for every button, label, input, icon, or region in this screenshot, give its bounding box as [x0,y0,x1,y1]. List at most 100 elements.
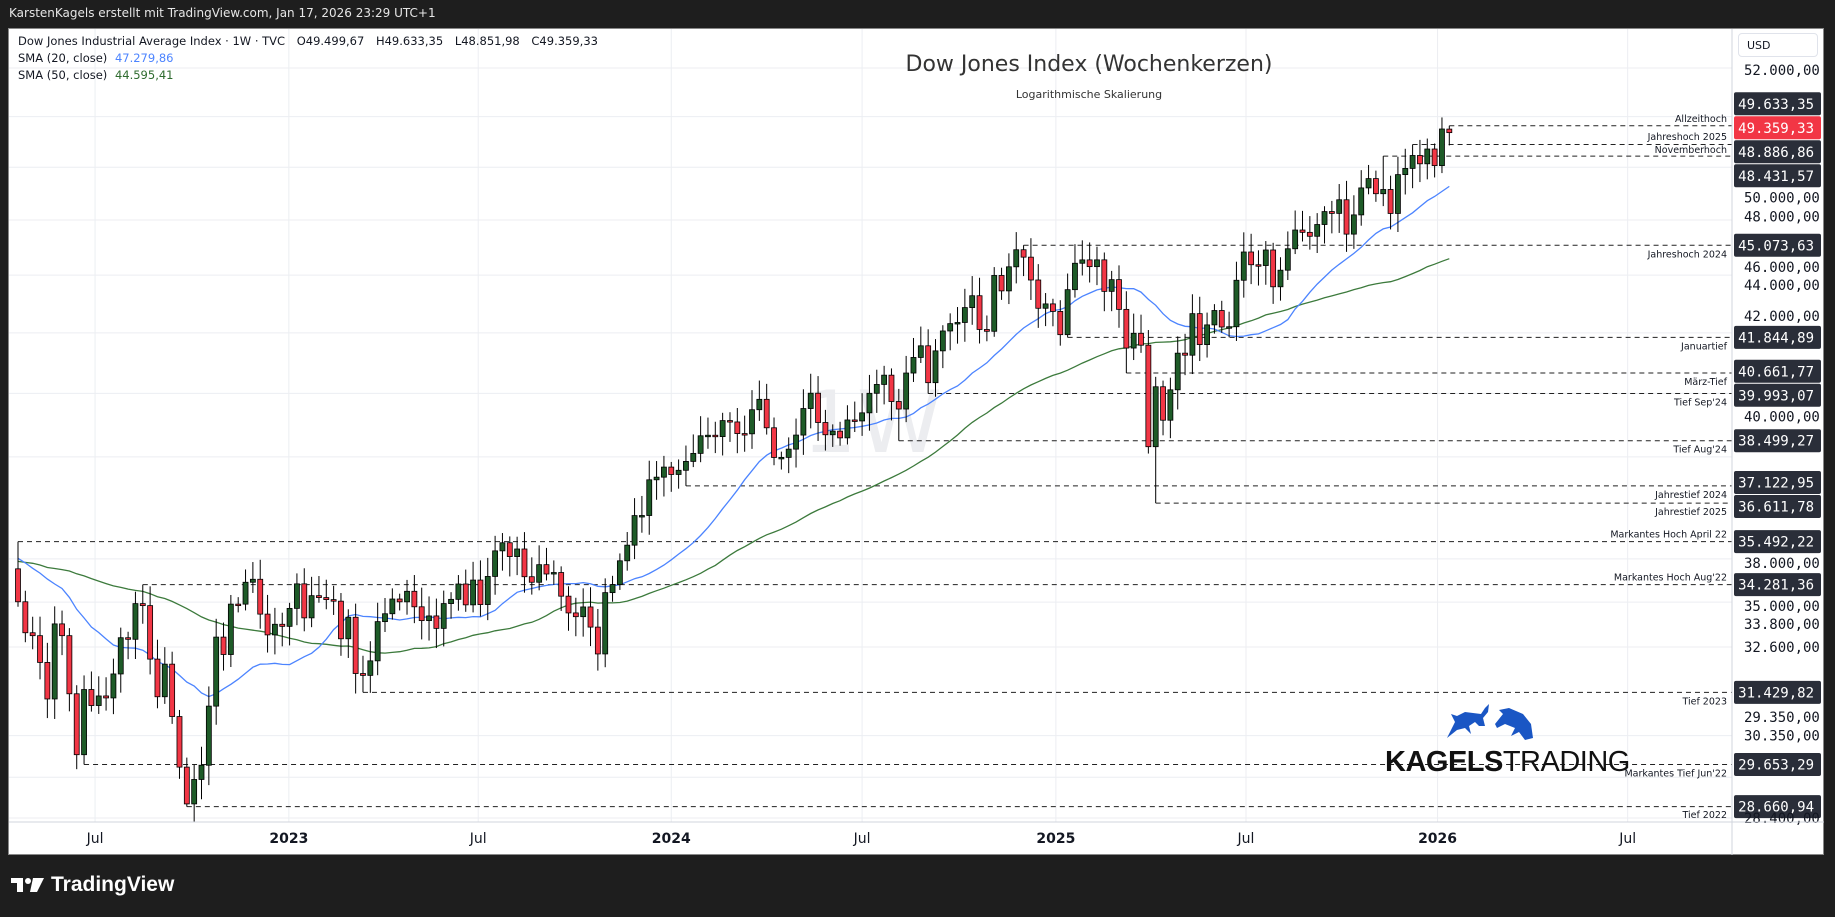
level-price-label: 40.661,77 [1734,359,1821,383]
sma20-line [17,185,1450,698]
level-name-label: Tief 2022 [1681,810,1727,821]
candle [1270,242,1277,304]
candle [646,460,653,535]
candle-body [279,623,286,627]
legend-symbol[interactable]: Dow Jones Industrial Average Index · 1W … [18,34,286,48]
candle [1233,261,1240,341]
candle-body [690,452,697,462]
candle-body [249,578,256,583]
candle [756,380,763,421]
candle-body [338,600,344,640]
price-tick-label: 48.000,00 [1744,209,1820,225]
candle-body [323,597,330,601]
price-label-text: 49.359,33 [1738,121,1814,137]
candle-body [800,408,807,436]
candle [727,412,733,442]
candle-body [462,583,469,606]
candle [631,498,638,560]
candle [1101,252,1108,312]
time-tick-label: 2024 [652,831,691,847]
candle-body [829,430,836,436]
candle [734,408,741,454]
candle [360,655,366,693]
price-label-box [1734,359,1821,383]
level-price-label: 38.499,27 [1734,429,1821,453]
candle [345,609,352,658]
candle [1314,213,1321,254]
price-tick-label: 50.000,00 [1744,191,1820,207]
candle-body [1358,187,1365,216]
candle-body [213,636,220,707]
price-label-box [1734,494,1821,518]
candle-body [132,603,139,640]
candle-body [367,660,374,676]
candle-body [22,601,29,634]
time-tick-label: Jul [853,831,871,847]
candle [1064,273,1071,338]
candle-body [88,689,95,706]
legend-symbol-row: Dow Jones Industrial Average Index · 1W … [18,34,606,48]
candle-body [73,693,80,756]
candle [37,616,43,680]
candle [778,451,785,470]
candle [139,584,146,624]
legend-sma20-row[interactable]: SMA (20, close) 47.279,86 [18,51,181,65]
legend-sma50-row[interactable]: SMA (50, close) 44.595,41 [18,68,181,82]
candle-body [183,766,190,805]
price-tick-label: 44.000,00 [1744,278,1820,294]
level-price-label: 34.281,36 [1734,573,1821,597]
candle [749,390,755,449]
candle-body [771,427,777,458]
candle [301,568,308,632]
candle-body [1072,262,1078,291]
candle [1328,200,1335,234]
currency-label[interactable]: USD [1738,33,1818,57]
candle-body [815,392,821,423]
candle [1174,336,1181,410]
candle-body [455,583,462,600]
candle [323,579,330,610]
candle-body [1101,259,1108,292]
candle-body [1292,229,1299,250]
candle [1439,117,1445,174]
candle [132,591,139,660]
price-tick-label: 42.000,00 [1744,309,1820,325]
candle [771,417,777,466]
candle [1130,313,1137,361]
candle [616,553,623,590]
candle [675,459,682,489]
candle-body [837,430,843,439]
candle [800,389,807,455]
candle [624,532,631,571]
candle-body [1013,249,1020,268]
candle-body [117,637,124,675]
candle [668,461,675,492]
candle-body [1284,248,1291,271]
candle-body [440,603,447,629]
candle [514,536,521,576]
chart-credit: KarstenKagels erstellt mit TradingView.c… [9,6,436,20]
candle-body [1211,310,1218,326]
candle-body [1380,189,1387,195]
candle-body [543,564,550,575]
candle [793,418,799,468]
candle [418,587,425,640]
candle-body [925,345,932,384]
tradingview-logo[interactable]: TradingView [11,873,174,897]
candle-body [991,275,998,332]
candle [352,603,359,694]
candle-body [1028,256,1034,281]
candle [264,594,271,653]
time-tick-label: 2025 [1036,831,1075,847]
candle [594,608,601,671]
candle-body [705,434,711,438]
candle [697,416,704,463]
candle [1042,293,1049,327]
candle [22,590,29,643]
price-label-box [1734,140,1821,164]
candle [1402,148,1409,195]
price-tick-label: 40.000,00 [1744,409,1820,425]
price-tick-label: 28.400,00 [1744,811,1820,827]
candle [477,560,484,617]
